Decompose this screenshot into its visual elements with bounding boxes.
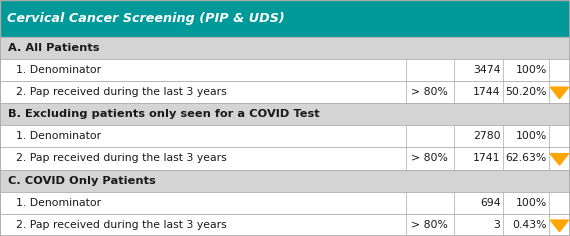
Bar (0, 147, 570, 169)
Text: > 80%: > 80% (412, 153, 448, 164)
Text: 2. Pap received during the last 3 years: 2. Pap received during the last 3 years (16, 87, 227, 97)
Polygon shape (551, 154, 569, 165)
Text: 0.43%: 0.43% (512, 220, 547, 230)
Text: C. COVID Only Patients: C. COVID Only Patients (8, 176, 156, 185)
Text: > 80%: > 80% (412, 220, 448, 230)
Text: 1744: 1744 (473, 87, 500, 97)
Text: Cervical Cancer Screening (PIP & UDS): Cervical Cancer Screening (PIP & UDS) (7, 12, 284, 25)
Bar (0, 37, 570, 59)
Text: 100%: 100% (515, 65, 547, 75)
Bar (0, 81, 570, 103)
Bar (0, 214, 570, 236)
Bar (0, 59, 570, 81)
Text: 50.20%: 50.20% (505, 87, 547, 97)
Text: 3: 3 (494, 220, 500, 230)
Bar (0, 0, 570, 37)
Text: 62.63%: 62.63% (506, 153, 547, 164)
Text: 2780: 2780 (473, 131, 500, 141)
Text: A. All Patients: A. All Patients (8, 43, 100, 53)
Text: 694: 694 (480, 198, 500, 208)
Text: 1741: 1741 (473, 153, 500, 164)
Bar (0, 192, 570, 214)
Text: 3474: 3474 (473, 65, 500, 75)
Polygon shape (551, 220, 569, 232)
Text: 1. Denominator: 1. Denominator (16, 65, 101, 75)
Bar (0, 125, 570, 147)
Text: > 80%: > 80% (412, 87, 448, 97)
Bar (0, 103, 570, 125)
Text: 1. Denominator: 1. Denominator (16, 198, 101, 208)
Polygon shape (551, 87, 569, 99)
Text: 2. Pap received during the last 3 years: 2. Pap received during the last 3 years (16, 153, 227, 164)
Text: 100%: 100% (515, 198, 547, 208)
Text: B. Excluding patients only seen for a COVID Test: B. Excluding patients only seen for a CO… (8, 109, 320, 119)
Bar (0, 169, 570, 192)
Text: 1. Denominator: 1. Denominator (16, 131, 101, 141)
Text: 2. Pap received during the last 3 years: 2. Pap received during the last 3 years (16, 220, 227, 230)
Text: 100%: 100% (515, 131, 547, 141)
